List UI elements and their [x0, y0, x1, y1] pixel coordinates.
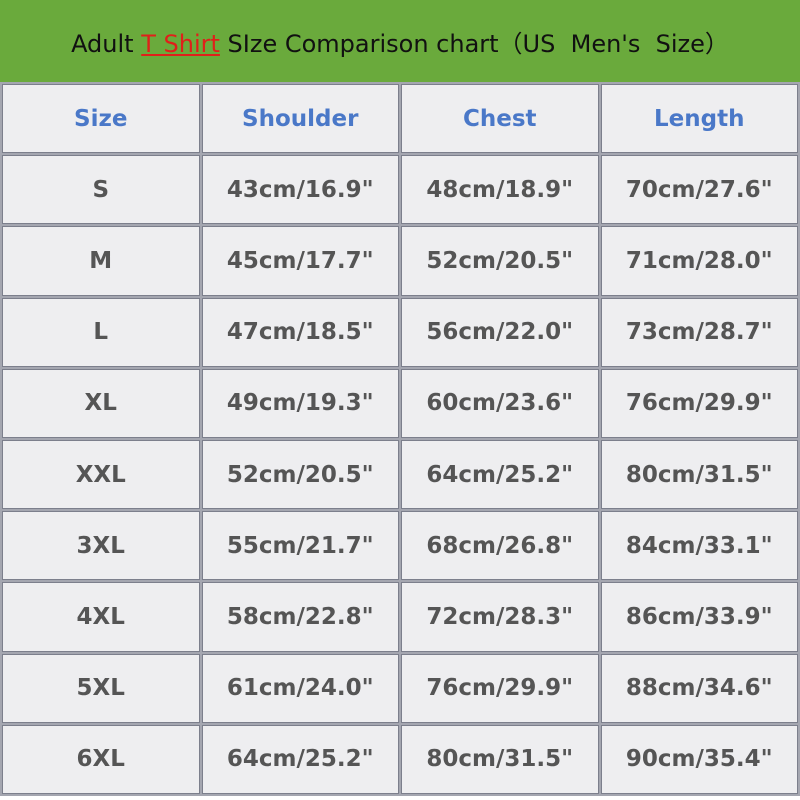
table-cell: 80cm/31.5" — [401, 724, 599, 794]
header: Adult T Shirt SIze Comparison chart（US M… — [0, 0, 800, 82]
table-cell: 60cm/23.6" — [401, 368, 599, 438]
table-cell: 58cm/22.8" — [201, 582, 399, 652]
title-highlight: T Shirt — [141, 29, 220, 58]
table-cell: 4XL — [2, 582, 200, 652]
table-cell: 70cm/27.6" — [600, 155, 798, 225]
table-cell: 45cm/17.7" — [201, 226, 399, 296]
table-cell: 47cm/18.5" — [201, 297, 399, 367]
table-cell: 64cm/25.2" — [401, 439, 599, 510]
title-prefix: Adult — [71, 29, 142, 58]
table-cell: 73cm/28.7" — [600, 297, 798, 367]
table-cell: 80cm/31.5" — [600, 439, 798, 510]
table-cell: 86cm/33.9" — [600, 582, 798, 652]
table-cell: 43cm/16.9" — [201, 155, 399, 225]
title-suffix: SIze Comparison chart（US Men's Size） — [219, 29, 729, 58]
table-cell: L — [2, 297, 200, 367]
table-cell: 64cm/25.2" — [201, 724, 399, 794]
table-cell: 52cm/20.5" — [401, 226, 599, 296]
table-cell: 71cm/28.0" — [600, 226, 798, 296]
table-cell: 48cm/18.9" — [401, 155, 599, 225]
table-cell: 90cm/35.4" — [600, 724, 798, 794]
table-cell: XXL — [2, 439, 200, 510]
table-cell: 76cm/29.9" — [600, 368, 798, 438]
table-cell: 5XL — [2, 653, 200, 723]
table-cell: 6XL — [2, 724, 200, 794]
table-cell: M — [2, 226, 200, 296]
column-header: Chest — [401, 84, 599, 154]
title: Adult T Shirt SIze Comparison chart（US M… — [71, 24, 729, 59]
table-cell: XL — [2, 368, 200, 438]
table-cell: 84cm/33.1" — [600, 511, 798, 581]
column-header: Shoulder — [201, 84, 399, 154]
column-header: Size — [2, 84, 200, 154]
table-cell: 76cm/29.9" — [401, 653, 599, 723]
table-cell: 61cm/24.0" — [201, 653, 399, 723]
table-cell: 55cm/21.7" — [201, 511, 399, 581]
size-table: Size Shoulder Chest Length S 43cm/16.9" 48cm/1… — [0, 82, 800, 796]
table-cell: 68cm/26.8" — [401, 511, 599, 581]
table-cell: S — [2, 155, 200, 225]
table-cell: 52cm/20.5" — [201, 439, 399, 510]
table-cell: 3XL — [2, 511, 200, 581]
column-header: Length — [600, 84, 798, 154]
table-cell: 56cm/22.0" — [401, 297, 599, 367]
table-cell: 88cm/34.6" — [600, 653, 798, 723]
table-cell: 49cm/19.3" — [201, 368, 399, 438]
table-cell: 72cm/28.3" — [401, 582, 599, 652]
